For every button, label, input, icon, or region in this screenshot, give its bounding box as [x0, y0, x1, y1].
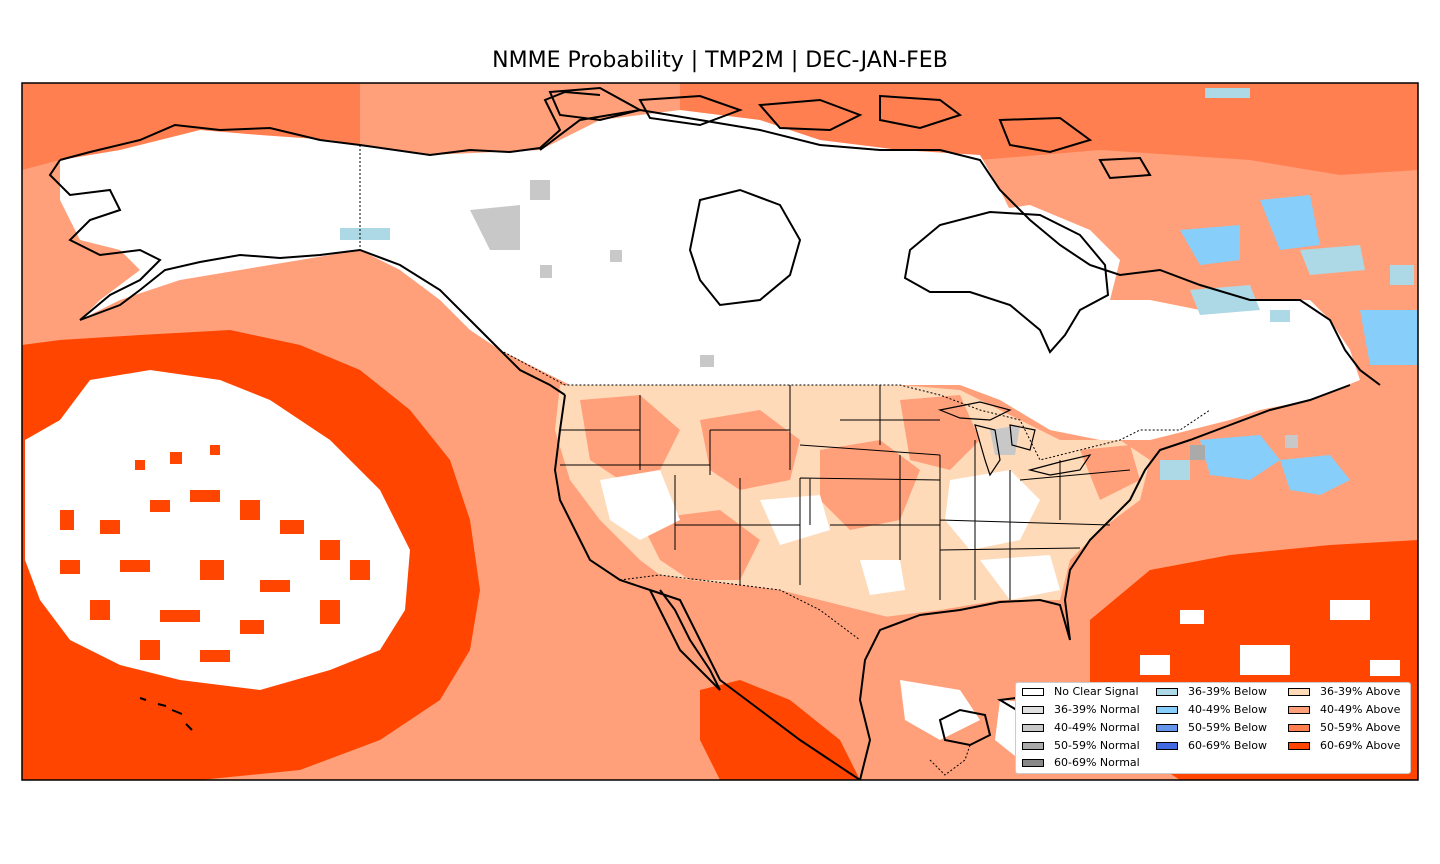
- greenland-coast: [903, 210, 1110, 354]
- legend: No Clear Signal 36-39% Normal 40-49% Nor…: [1015, 682, 1411, 774]
- gulf-coast: [858, 384, 1351, 780]
- hawaii: [139, 697, 193, 731]
- atlantic-no-signal-patches: [1140, 600, 1400, 676]
- mexico-guatemala-border: [929, 744, 971, 776]
- normal-50-59-patches: [1190, 445, 1205, 460]
- legend-swatch: [1156, 742, 1178, 750]
- legend-swatch: [1288, 688, 1310, 696]
- us-mexico-border: [619, 574, 861, 641]
- conus-no-signal-patches: [600, 470, 1060, 600]
- legend-swatch: [1022, 688, 1044, 696]
- yucatan: [938, 708, 992, 747]
- greenland-no-signal: [900, 205, 1120, 350]
- legend-swatch: [1288, 706, 1310, 714]
- arctic-islands: [548, 86, 1152, 180]
- legend-swatch: [1022, 759, 1044, 767]
- eastern-canada-below-40-49: [1180, 195, 1418, 495]
- pacific-no-signal: [25, 370, 410, 690]
- map-frame: [21, 82, 1419, 781]
- legend-swatch: [1288, 742, 1310, 750]
- arctic-above-50-59: [680, 83, 1418, 175]
- conus-above-40-49-patches: [580, 395, 1140, 580]
- state-borders: [359, 145, 1211, 776]
- baja-california: [649, 589, 721, 691]
- legend-swatch: [1156, 688, 1178, 696]
- mexico-coast-above: [700, 680, 860, 780]
- legend-swatch: [1156, 724, 1178, 732]
- legend-swatch: [1022, 742, 1044, 750]
- legend-swatch: [1022, 724, 1044, 732]
- coastlines: [48, 86, 1381, 780]
- great-lakes: [937, 401, 1092, 477]
- legend-swatch: [1022, 706, 1044, 714]
- us-canada-border: [359, 145, 1211, 461]
- alaska-west-coast: [48, 159, 162, 321]
- legend-swatch: [1156, 706, 1178, 714]
- north-america-no-signal: [60, 110, 1360, 440]
- map-title: NMME Probability | TMP2M | DEC-JAN-FEB: [492, 48, 948, 73]
- northern-coast: [539, 108, 1381, 386]
- alaska-coast: [59, 90, 601, 396]
- hudson-bay: [688, 188, 802, 307]
- legend-swatch: [1288, 724, 1310, 732]
